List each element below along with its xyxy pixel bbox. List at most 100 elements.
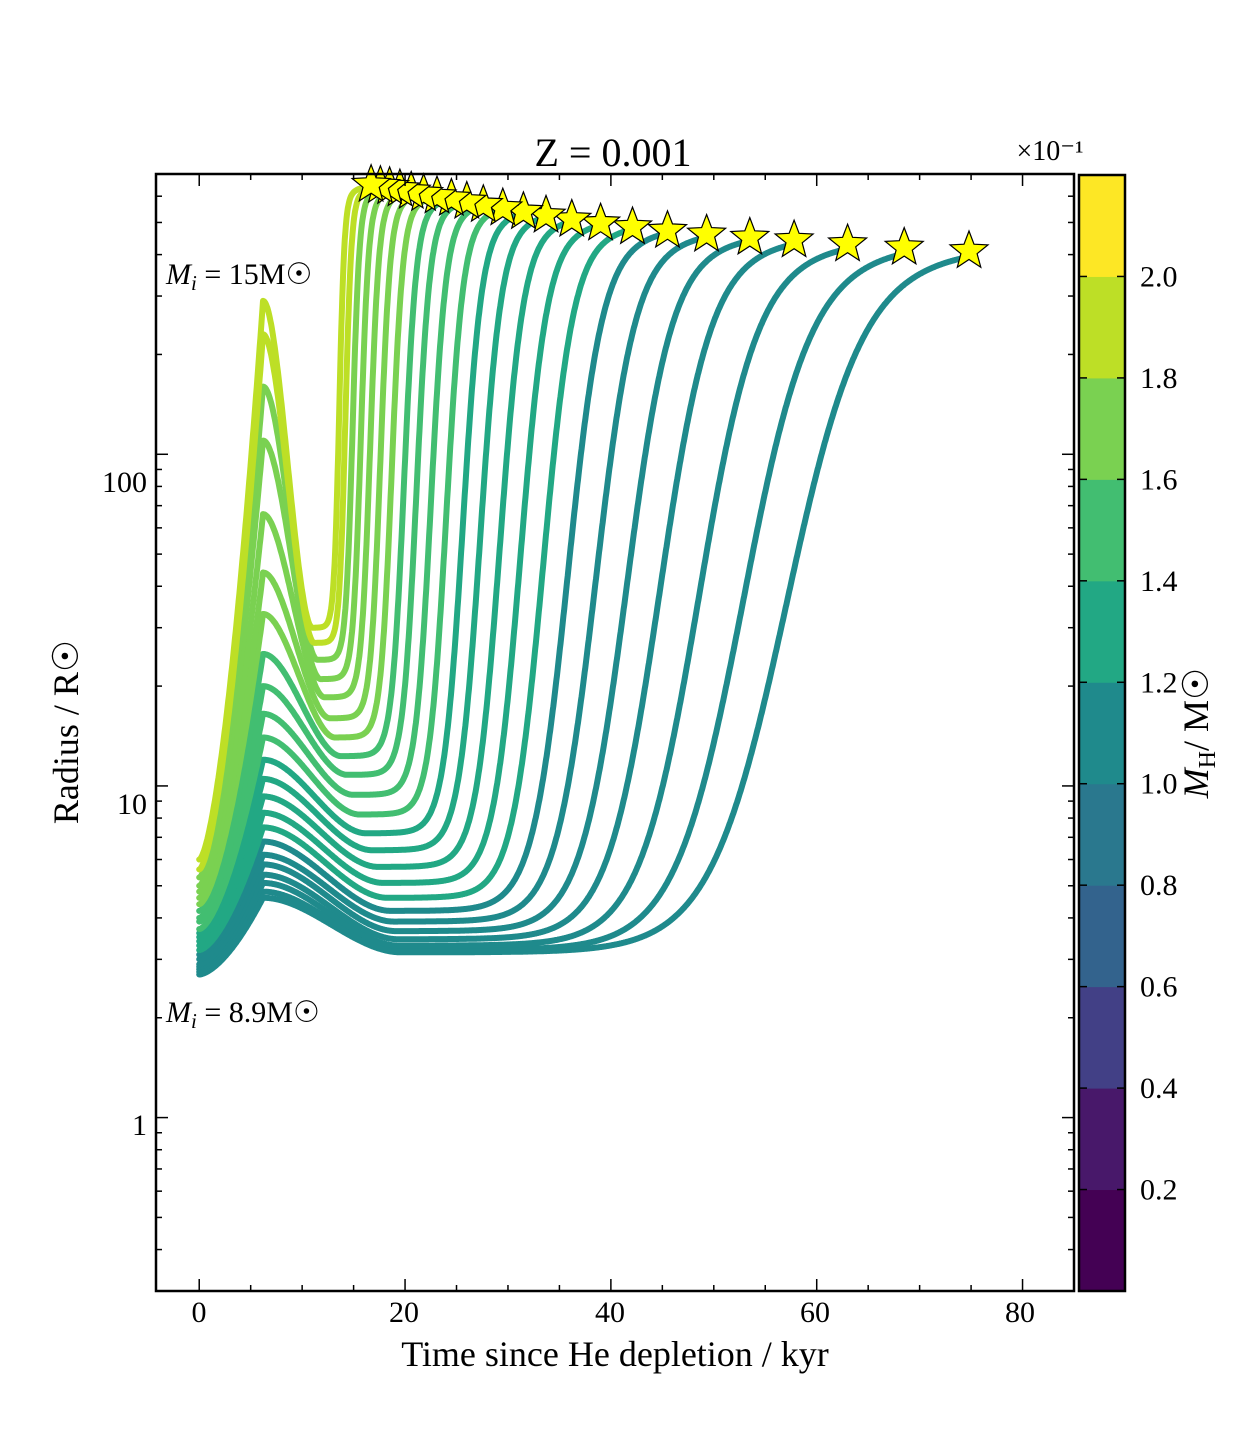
track-track-19 <box>196 237 753 968</box>
track-line <box>196 206 506 933</box>
annotation-min-mass-value: = 8.9M☉ <box>197 996 320 1029</box>
colorbar-band <box>1079 175 1125 277</box>
x-tick-label: 0 <box>192 1296 207 1329</box>
endpoint-star <box>729 215 771 256</box>
annotation-min-mass: Mi = 8.9M☉ <box>165 996 320 1033</box>
series-tracks <box>196 181 972 978</box>
colorbar-label-unit: / M☉ <box>1176 668 1216 751</box>
colorbar-tick-label: 1.6 <box>1140 463 1178 496</box>
endpoint-star <box>685 212 728 253</box>
track-line <box>196 230 671 958</box>
annotation-min-mass-symbol: M <box>165 996 193 1029</box>
colorbar-band <box>1079 885 1125 988</box>
x-tick-labels: 0 20 40 60 80 <box>192 1296 1036 1329</box>
colorbar-band <box>1079 986 1125 1089</box>
colorbar: 0.2 0.4 0.6 0.8 1.0 1.2 1.4 1.6 1.8 2.0 ×10⁻¹ MH/… <box>1017 136 1221 1293</box>
y-tick-label: 10 <box>117 788 147 821</box>
y-tick-labels: 1 10 100 <box>102 466 147 1142</box>
annotation-min-mass-subscript: i <box>191 1009 197 1033</box>
track-line <box>196 191 427 901</box>
track-line <box>196 241 798 970</box>
annotation-max-mass-value: = 15M☉ <box>197 258 313 291</box>
colorbar-label-subscript: H <box>1195 751 1221 768</box>
colorbar-tick-label: 1.8 <box>1140 362 1178 395</box>
y-axis-label: Radius / R☉ <box>46 640 86 824</box>
x-axis-ticks <box>198 174 1075 1291</box>
track-track-07 <box>196 193 440 908</box>
colorbar-border <box>1077 173 1127 1293</box>
track-track-22 <box>196 250 908 975</box>
track-track-18 <box>196 234 710 963</box>
colorbar-band <box>1079 682 1125 785</box>
colorbar-band <box>1079 1088 1125 1191</box>
track-line <box>196 181 374 863</box>
track-track-15 <box>196 222 604 949</box>
colorbar-band <box>1079 276 1125 379</box>
track-track-10 <box>196 202 486 925</box>
colorbar-label: MH/ M☉ <box>1176 668 1221 800</box>
track-track-12 <box>196 210 526 937</box>
track-line <box>196 237 753 968</box>
colorbar-band <box>1079 479 1125 582</box>
track-line <box>196 213 549 941</box>
chart-title: Z = 0.001 <box>535 130 692 175</box>
endpoint-star <box>350 163 392 203</box>
track-line <box>196 222 604 949</box>
y-tick-label: 100 <box>102 466 147 499</box>
endpoint-star <box>948 229 990 269</box>
colorbar-multiplier: ×10⁻¹ <box>1017 136 1084 167</box>
colorbar-band <box>1079 580 1125 683</box>
track-line <box>196 210 526 937</box>
track-track-13 <box>196 213 549 941</box>
track-line <box>196 245 851 973</box>
x-tick-label: 60 <box>800 1296 830 1329</box>
colorbar-tick-label: 2.0 <box>1140 260 1178 293</box>
track-line <box>196 196 454 914</box>
colorbar-tick-label: 0.2 <box>1140 1174 1178 1207</box>
x-tick-label: 40 <box>595 1296 625 1329</box>
endpoint-star <box>883 225 925 266</box>
track-line <box>196 188 414 895</box>
x-tick-label: 80 <box>1005 1296 1035 1329</box>
track-track-09 <box>196 199 470 921</box>
track-line <box>196 218 575 945</box>
endpoint-star <box>611 205 654 245</box>
colorbar-tick-label: 1.4 <box>1140 565 1178 598</box>
track-track-11 <box>196 206 506 933</box>
colorbar-ticks: 0.2 0.4 0.6 0.8 1.0 1.2 1.4 1.6 1.8 2.0 <box>1079 260 1178 1207</box>
track-line <box>196 193 440 908</box>
track-track-06 <box>196 191 427 901</box>
track-track-05 <box>196 188 414 895</box>
track-track-14 <box>196 218 575 945</box>
y-axis-ticks <box>156 173 1074 1292</box>
track-track-17 <box>196 230 671 958</box>
endpoint-star <box>773 218 815 258</box>
colorbar-tick-label: 0.6 <box>1140 971 1178 1004</box>
track-line <box>196 234 710 963</box>
endpoint-stars <box>350 163 990 269</box>
track-line <box>196 202 486 925</box>
plot-border <box>154 172 1076 1293</box>
annotation-max-mass-subscript: i <box>191 271 197 295</box>
track-track-16 <box>196 226 636 954</box>
y-tick-label: 1 <box>132 1109 147 1142</box>
plot-area <box>154 163 1076 1293</box>
colorbar-band <box>1079 1189 1125 1292</box>
track-track-21 <box>196 245 851 973</box>
x-axis-label: Time since He depletion / kyr <box>401 1334 829 1374</box>
colorbar-tick-label: 0.4 <box>1140 1072 1178 1105</box>
track-line <box>196 226 636 954</box>
endpoint-star <box>646 209 689 249</box>
track-line <box>196 199 470 921</box>
x-tick-label: 20 <box>389 1296 419 1329</box>
colorbar-label-symbol: M <box>1176 766 1216 799</box>
track-track-20 <box>196 241 798 970</box>
colorbar-band <box>1079 377 1125 480</box>
track-line <box>196 250 908 975</box>
colorbar-tick-label: 0.8 <box>1140 869 1178 902</box>
colorbar-bands <box>1079 175 1125 1292</box>
track-track-01 <box>196 181 374 863</box>
endpoint-star <box>826 222 869 262</box>
colorbar-tick-label: 1.0 <box>1140 768 1178 801</box>
